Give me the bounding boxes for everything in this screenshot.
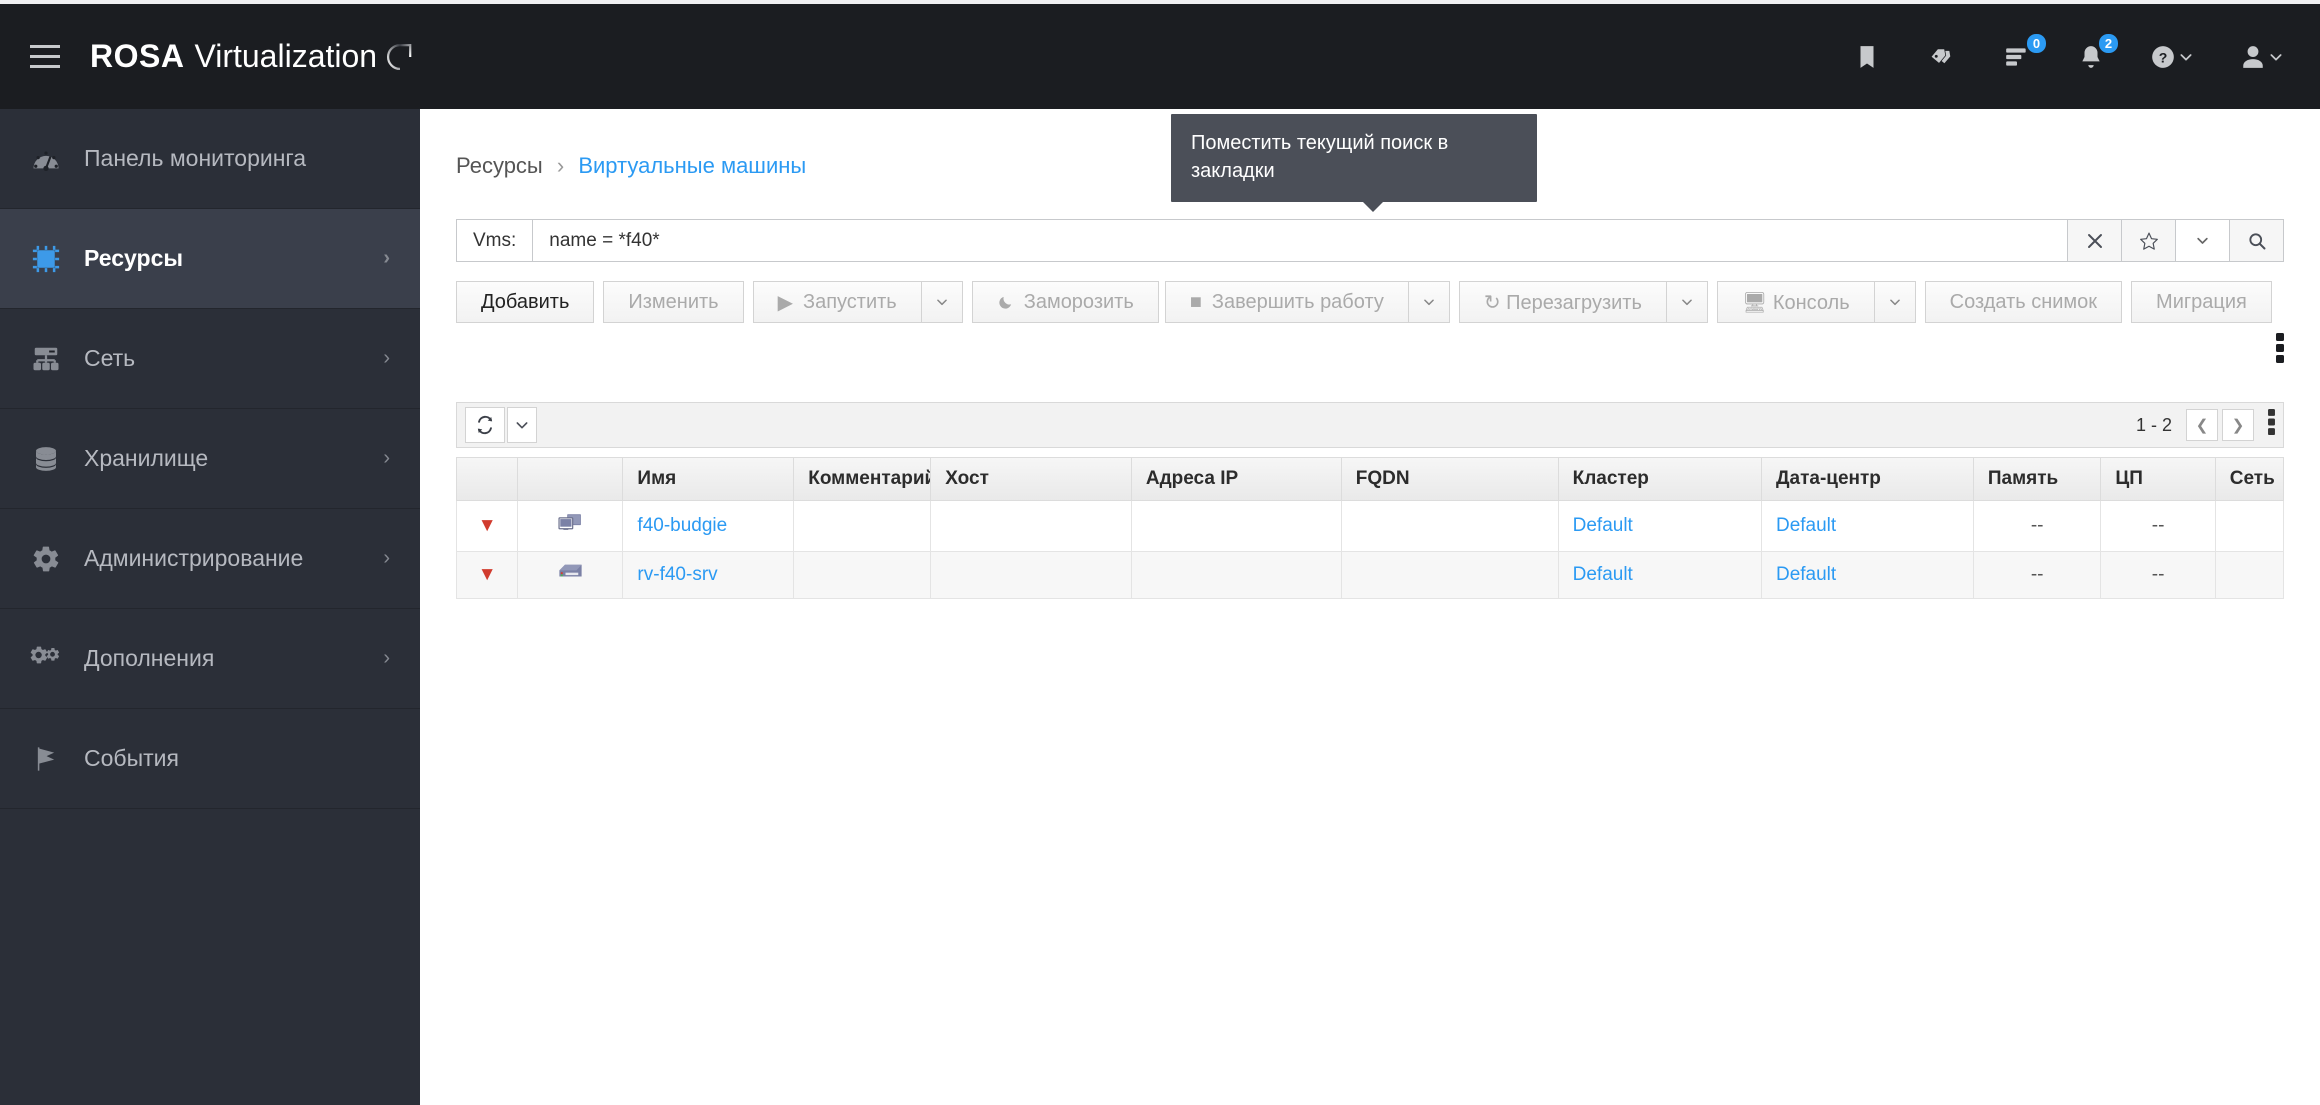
- svg-text:?: ?: [2159, 49, 2168, 65]
